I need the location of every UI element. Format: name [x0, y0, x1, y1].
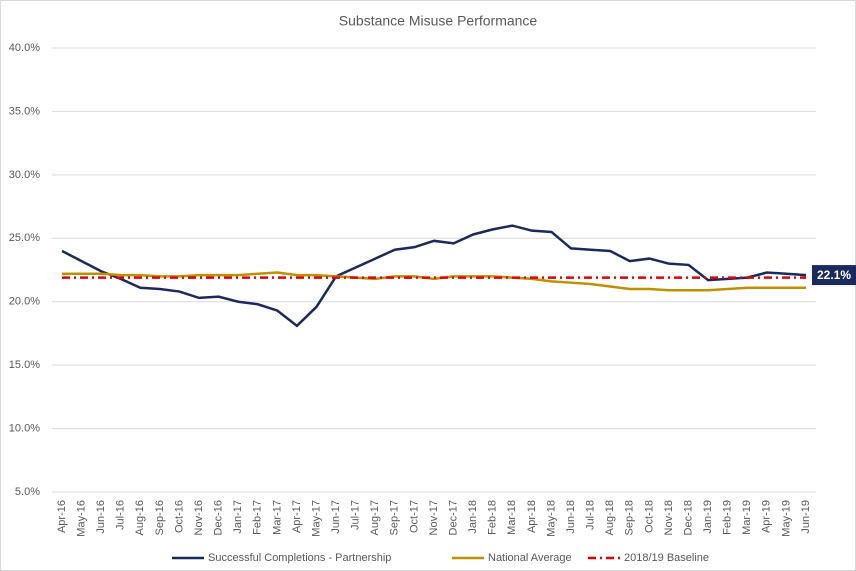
x-tick-label: Oct-17 [408, 500, 420, 533]
y-tick-label: 30.0% [9, 169, 40, 181]
x-tick-label: Jan-19 [702, 500, 714, 534]
x-tick-label: May-17 [310, 500, 322, 537]
x-tick-label: Apr-16 [56, 500, 68, 533]
x-tick-label: Apr-18 [526, 500, 538, 533]
x-tick-label: Feb-18 [487, 500, 499, 535]
x-tick-label: Nov-16 [193, 500, 205, 535]
x-tick-label: Jun-16 [95, 500, 107, 534]
x-tick-label: Dec-17 [447, 500, 459, 535]
x-tick-label: May-18 [545, 500, 557, 537]
data-label-box [812, 265, 856, 286]
x-tick-label: May-19 [780, 500, 792, 537]
y-tick-label: 20.0% [9, 296, 40, 308]
x-tick-label: Apr-17 [291, 500, 303, 533]
y-tick-label: 10.0% [9, 422, 40, 434]
x-tick-label: Oct-18 [643, 500, 655, 533]
x-tick-label: Nov-18 [663, 500, 675, 535]
y-tick-label: 35.0% [9, 105, 40, 117]
x-tick-label: Mar-18 [506, 500, 518, 535]
x-tick-label: Jun-17 [330, 500, 342, 534]
data-label: 22.1% [817, 268, 851, 282]
x-tick-label: Jul-16 [115, 500, 127, 530]
x-tick-label: Sep-17 [389, 500, 401, 535]
x-tick-label: Feb-17 [252, 500, 264, 535]
x-tick-label: Jul-18 [585, 500, 597, 530]
y-tick-label: 15.0% [9, 359, 40, 371]
x-tick-label: Dec-18 [682, 500, 694, 535]
x-tick-label: Aug-17 [369, 500, 381, 535]
legend-label: Successful Completions - Partnership [208, 552, 391, 564]
x-tick-label: Mar-17 [271, 500, 283, 535]
x-tick-label: May-16 [75, 500, 87, 537]
y-tick-label: 5.0% [15, 486, 40, 498]
series-line [61, 224, 807, 328]
x-tick-label: Apr-19 [761, 500, 773, 533]
y-tick-label: 40.0% [9, 42, 40, 54]
chart-title: Substance Misuse Performance [339, 13, 538, 29]
x-tick-label: Jul-17 [350, 500, 362, 530]
x-tick-label: Dec-16 [213, 500, 225, 535]
x-tick-label: Jan-18 [467, 500, 479, 534]
x-tick-label: Jan-17 [232, 500, 244, 534]
x-tick-label: Mar-19 [741, 500, 753, 535]
legend-label: 2018/19 Baseline [624, 552, 709, 564]
x-tick-label: Feb-19 [722, 500, 734, 535]
x-tick-label: Sep-18 [624, 500, 636, 535]
y-tick-label: 25.0% [9, 232, 40, 244]
x-tick-label: Aug-16 [134, 500, 146, 535]
series-line [62, 271, 806, 292]
x-tick-label: Nov-17 [428, 500, 440, 535]
x-tick-label: Jun-19 [800, 500, 812, 534]
x-tick-label: Aug-18 [604, 500, 616, 535]
x-tick-label: Oct-16 [173, 500, 185, 533]
x-tick-label: Jun-18 [565, 500, 577, 534]
x-tick-label: Sep-16 [154, 500, 166, 535]
legend-label: National Average [488, 552, 572, 564]
